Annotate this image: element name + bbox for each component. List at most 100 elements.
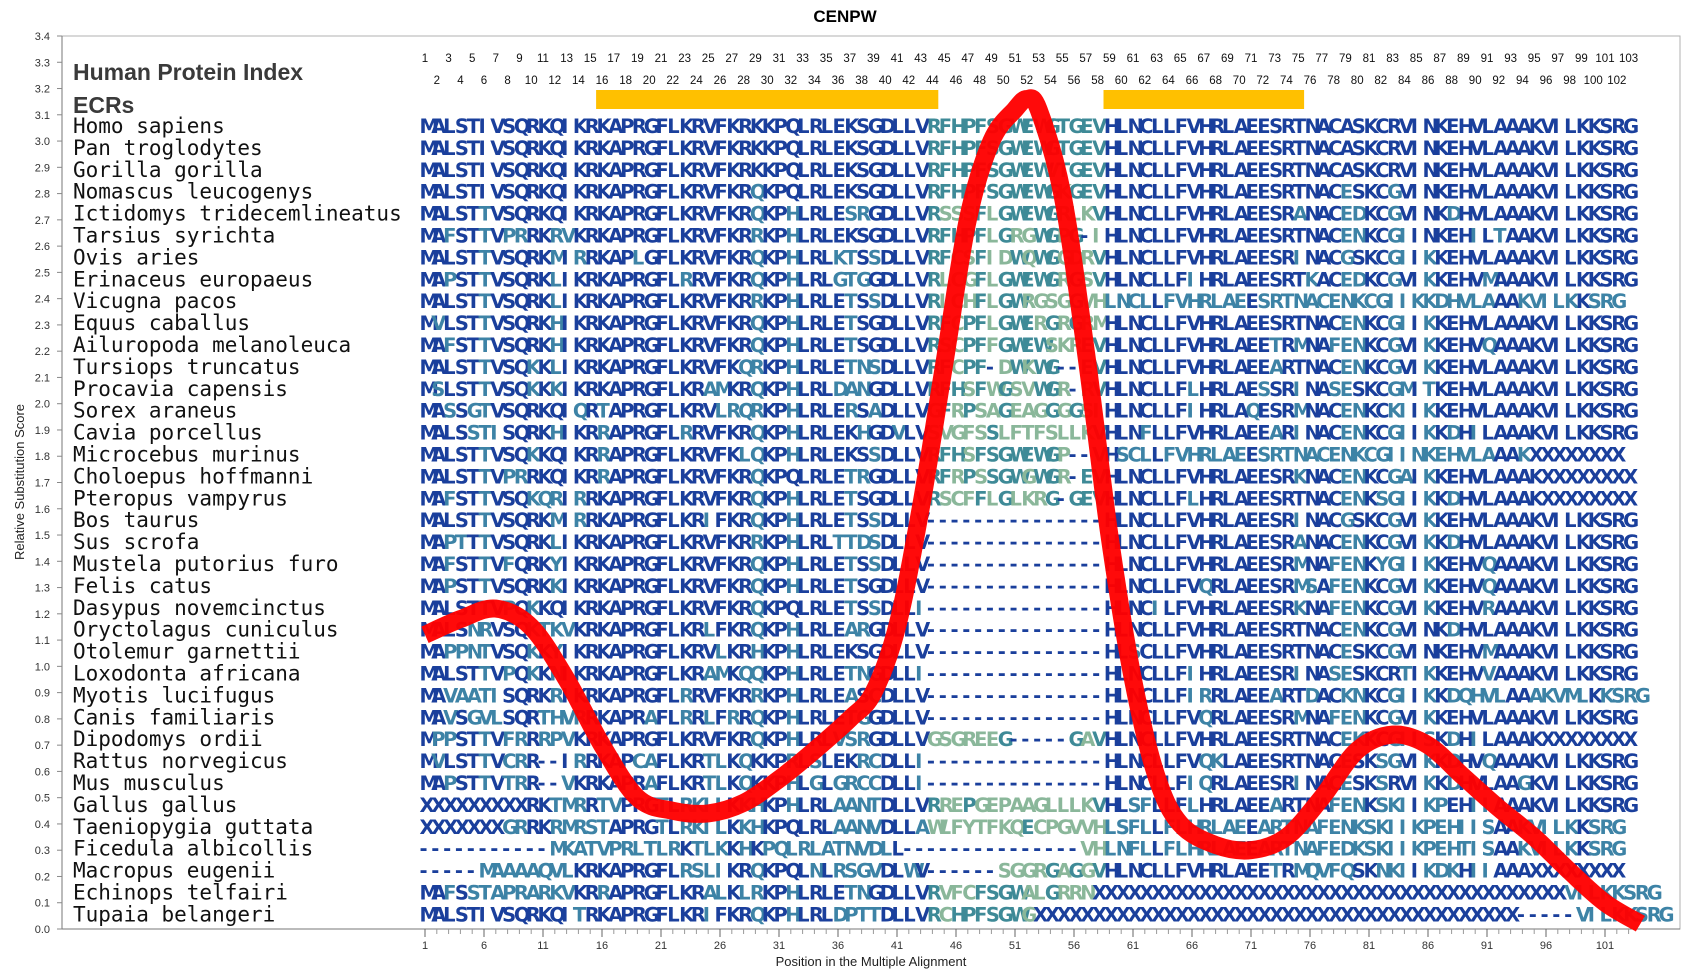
position-number: 98: [1563, 75, 1576, 87]
y-axis-label: Relative Substitution Score: [12, 404, 27, 560]
alignment-row: Tupaia belangeri MALSTI VSQRKQI TRKAPRGFLKR…: [73, 902, 1675, 926]
x-tick-label: 6: [481, 940, 487, 952]
y-tick-label: 3.3: [35, 57, 50, 69]
sequence: MAFSSTAPRARKVKRRAPRGFLKRALKLRKPHLRLETNGD…: [420, 882, 1663, 905]
position-number: 40: [879, 75, 892, 87]
position-number: 96: [1540, 75, 1553, 87]
position-number: 64: [1162, 75, 1175, 87]
y-tick-label: 1.4: [35, 556, 50, 568]
species-name: Procavia capensis: [73, 377, 288, 401]
y-tick-label: 1.5: [35, 530, 50, 542]
position-number: 11: [537, 53, 549, 65]
sequence: MALSTTVPRRKQI KRRAPRGFLKRVFKRQKPQLRLETRGD…: [420, 465, 1639, 488]
y-tick-label: 1.0: [35, 661, 50, 673]
sequence: MALSTI VSQRKQI KRKAPRGFLKRVFKRKKPQLRLEKSGD…: [420, 137, 1640, 160]
sequence: MALSTTVSQKKQI KRRAPRGFLKRVFKLQKPHLRLEKSSD…: [420, 444, 1627, 467]
alignment-row: Tursiops truncatus MALSTTVSQKKLI KRKAPRGFL…: [73, 355, 1639, 379]
x-tick-label: 41: [891, 940, 903, 952]
position-number: 42: [902, 75, 915, 87]
alignment-row: Procavia capensis MSLSTTVSQKKKI KRKAPRGFLK…: [73, 377, 1639, 401]
sequence: MAVAATI SQRKRI KRKAPRGFLRRVFKRRKPHLRLEASCD…: [420, 684, 1651, 707]
position-number: 17: [607, 53, 620, 65]
position-number: 20: [643, 75, 656, 87]
x-tick-label: 86: [1422, 940, 1434, 952]
species-name: Loxodonta africana: [73, 662, 301, 686]
y-tick-label: 1.9: [35, 425, 50, 437]
alignment-row: Ficedula albicollis - - - - - - - - - - - MKATVPRLTL…: [73, 837, 1627, 861]
position-number: 69: [1221, 53, 1234, 65]
y-axis-ticks: 0.0 0.1 0.2 0.3 0.4 0.5 0.6 0.7 0.8 0.9 1.0 1.1 1.2 1…: [35, 31, 62, 936]
alignment-row: Gallus gallus XXXXXXXXXRKTMRRTVPRGTLRKI I K…: [73, 793, 1639, 817]
sequence: MALSTI VSQRKQI KRKAPRGFLKRVFKRKKPQLRLEKSGD…: [420, 115, 1640, 138]
alignment-row: Ovis aries MALSTTVSQRKMI RRKAPLGFLKRVFKRQK…: [73, 245, 1639, 269]
y-tick-label: 0.5: [35, 793, 50, 805]
position-number: 29: [749, 53, 762, 65]
species-name: Echinops telfairi: [73, 881, 288, 905]
alignment-row: Ictidomys tridecemlineatus MALSTTVSQRKQI K…: [73, 202, 1639, 226]
alignment-row: Homo sapiens MALSTI VSQRKQI KRKAPRGFLKRVFKR…: [73, 114, 1639, 138]
alignment-row: Cavia porcellus MALSSTI SQRKHI KRRAPRGFLRRV…: [73, 421, 1639, 445]
position-number: 3: [445, 53, 451, 65]
x-axis-label: Position in the Multiple Alignment: [776, 954, 967, 969]
x-tick-label: 21: [655, 940, 667, 952]
position-number: 57: [1079, 53, 1092, 65]
alignment-row: Rattus norvegicus MVLSTTVCRR- - I RRKAPCAFLK…: [73, 749, 1639, 773]
sequence: MAFSTTVPRRKRVKRKAPRGFLKRVFKRRKPHLRLEKSGD…: [420, 225, 1640, 248]
ecrs-label: ECRs: [73, 92, 134, 118]
species-name: Canis familiaris: [73, 705, 275, 729]
position-number: 48: [973, 75, 986, 87]
sequence: - - - - - MAAAAQVLKRKAPRGFLRSLI KRQKPQLNLRSGVD…: [420, 860, 1627, 883]
x-tick-label: 31: [773, 940, 785, 952]
position-number: 86: [1422, 75, 1435, 87]
y-tick-label: 0.3: [35, 845, 50, 857]
position-number: 44: [926, 75, 939, 87]
position-number: 54: [1044, 75, 1057, 87]
position-number: 26: [714, 75, 727, 87]
position-number: 88: [1445, 75, 1458, 87]
species-name: Dasypus novemcinctus: [73, 596, 326, 620]
y-tick-label: 0.6: [35, 766, 50, 778]
y-tick-label: 2.8: [35, 189, 50, 201]
position-number: 22: [666, 75, 679, 87]
position-number: 80: [1351, 75, 1364, 87]
x-tick-label: 16: [596, 940, 608, 952]
species-name: Otolemur garnettii: [73, 640, 301, 664]
position-number: 19: [631, 53, 644, 65]
position-number: 25: [702, 53, 715, 65]
ecr-bars: [596, 90, 1305, 109]
sequence: MAFSTTVSQRKHI KRKAPRGFLKRVFKRQKPHLRLETSGD…: [420, 334, 1640, 357]
sequence: MALSTTVPQKKQI KRKAPRGFLKRVFKRQKPQLRLETSSD…: [420, 597, 1640, 620]
species-name: Homo sapiens: [73, 114, 225, 138]
sequence: MALSTTVSQKKLI KRKAPRGFLKRVFKQRKPHLRLETNSD…: [420, 356, 1640, 379]
sequence: MALSTI VSQRKQI KRKAPRGFLKRVFKRKKPQLRLEKSGD…: [420, 159, 1640, 182]
x-tick-label: 36: [832, 940, 844, 952]
alignment-row: Erinaceus europaeus MAPSTTVSQRKLI KRKAPRGF…: [73, 267, 1639, 291]
position-row-odd: 1 3 5 7 9 11 13 15 17 19 21 23 25 27 29 31 33 35 37 39 41 43 4…: [422, 53, 1638, 65]
series-line: [421, 89, 1645, 932]
position-number: 4: [457, 75, 464, 87]
sequence: MVLSTTVSQRKHI KRKAPRGFLKRVFKRQKPHLRLETSGD…: [420, 312, 1640, 335]
y-tick-label: 1.6: [35, 504, 50, 516]
species-name: Pan troglodytes: [73, 136, 263, 160]
species-name: Tursiops truncatus: [73, 355, 301, 379]
alignment-row: Pan troglodytes MALSTI VSQRKQI KRKAPRGFLKRV…: [73, 136, 1639, 160]
alignment-header: Human Protein Index ECRs 1 3 5 7 9 11 13 15 17 19…: [73, 53, 1638, 118]
sequence: MAPSTTVSQRKKI KRKAPRGFLKRVFKRQKPHLRLETSGD…: [420, 575, 1640, 598]
species-name: Bos taurus: [73, 508, 199, 532]
position-number: 16: [596, 75, 609, 87]
ecr-bar: [596, 90, 939, 109]
y-tick-label: 0.0: [35, 924, 50, 936]
position-number: 46: [950, 75, 963, 87]
x-tick-label: 1: [422, 940, 428, 952]
position-number: 81: [1363, 53, 1376, 65]
position-number: 49: [985, 53, 998, 65]
alignment-row: Sorex araneus MASSGTVSQRKQI QRTAPRGFLKRVLR…: [73, 399, 1639, 423]
y-tick-label: 3.2: [35, 84, 50, 96]
position-number: 61: [1127, 53, 1140, 65]
substitution-score-curve: [421, 89, 1645, 932]
species-name: Felis catus: [73, 574, 212, 598]
position-number: 73: [1268, 53, 1281, 65]
species-name: Ictidomys tridecemlineatus: [73, 202, 402, 226]
position-number: 92: [1492, 75, 1505, 87]
